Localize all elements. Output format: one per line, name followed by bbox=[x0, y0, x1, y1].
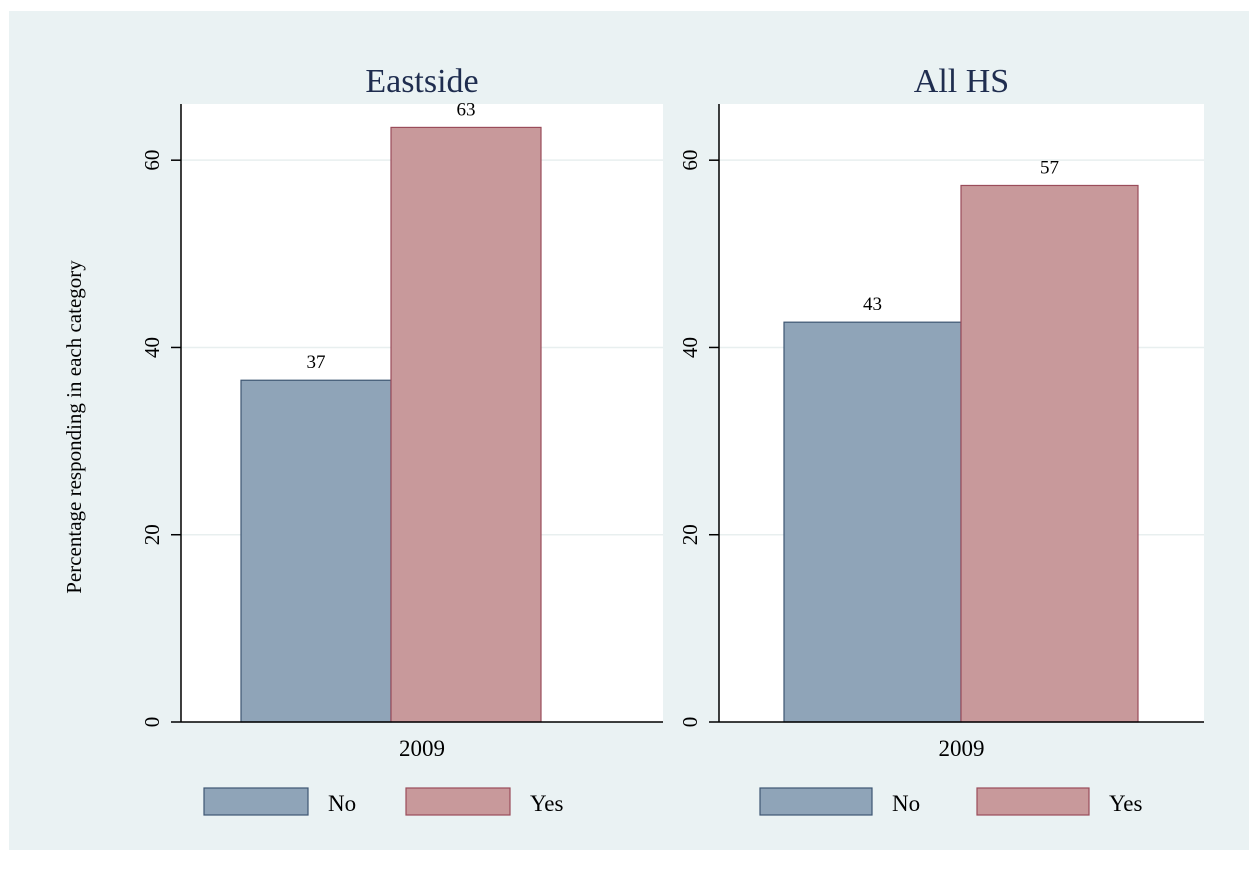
data-label: 37 bbox=[307, 352, 326, 373]
bar-yes bbox=[960, 184, 1139, 723]
x-category-label: 2009 bbox=[939, 736, 985, 761]
legend-label-no: No bbox=[328, 791, 356, 816]
legend-swatch-no bbox=[203, 787, 309, 816]
y-tick-label: 0 bbox=[678, 717, 702, 728]
bar-no bbox=[240, 379, 392, 723]
panel-all-hs: All HS 43 57 0 20 40 60 2009 No Yes bbox=[678, 63, 1204, 816]
data-label: 57 bbox=[1040, 157, 1059, 178]
legend: No Yes bbox=[759, 787, 1143, 816]
legend: No Yes bbox=[203, 787, 564, 816]
legend-swatch-yes bbox=[976, 787, 1090, 816]
y-tick-label: 60 bbox=[678, 150, 702, 171]
y-tick-label: 60 bbox=[140, 150, 164, 171]
data-label: 43 bbox=[863, 294, 882, 315]
y-tick-label: 20 bbox=[140, 524, 164, 545]
y-tick-label: 40 bbox=[678, 337, 702, 358]
y-tick-label: 20 bbox=[678, 524, 702, 545]
legend-label-yes: Yes bbox=[1109, 791, 1143, 816]
y-tick-label: 40 bbox=[140, 337, 164, 358]
legend-label-yes: Yes bbox=[530, 791, 564, 816]
x-category-label: 2009 bbox=[399, 736, 445, 761]
data-label: 63 bbox=[457, 99, 476, 120]
legend-swatch-yes bbox=[405, 787, 511, 816]
bar-no bbox=[783, 321, 962, 723]
chart-title: All HS bbox=[914, 63, 1009, 100]
y-tick-label: 0 bbox=[140, 717, 164, 728]
bar-yes bbox=[390, 126, 542, 723]
legend-swatch-no bbox=[759, 787, 873, 816]
panel-eastside: Eastside 37 63 0 20 40 60 2009 No Yes bbox=[140, 63, 663, 816]
y-axis-label: Percentage responding in each category bbox=[62, 260, 86, 594]
chart-title: Eastside bbox=[365, 63, 478, 100]
legend-label-no: No bbox=[892, 791, 920, 816]
